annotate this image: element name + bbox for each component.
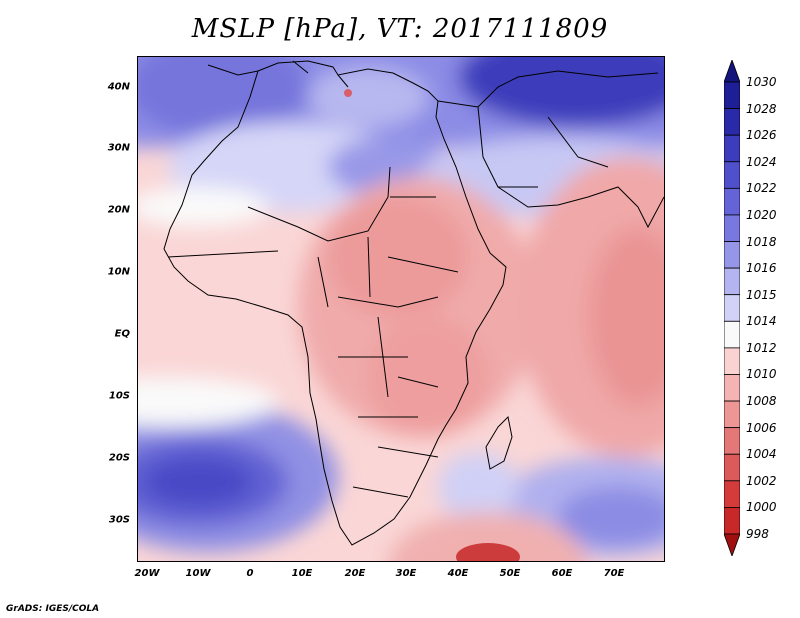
- colorbar: [724, 60, 740, 556]
- colorbar-bottom-arrow: [724, 533, 740, 556]
- colorbar-level-label: 1008: [746, 394, 777, 409]
- mslp-map: [137, 56, 665, 562]
- colorbar-level-label: 1022: [746, 181, 777, 196]
- x-tick-label: 40E: [447, 568, 469, 579]
- colorbar-swatch: [724, 374, 740, 402]
- colorbar-swatch: [724, 480, 740, 508]
- x-tick-label: 50E: [499, 568, 521, 579]
- colorbar-swatch: [724, 267, 740, 296]
- colorbar-level-label: 1024: [746, 154, 777, 169]
- colorbar-level-label: 998: [746, 527, 769, 541]
- colorbar-swatch: [724, 81, 740, 109]
- y-tick-label: EQ: [114, 328, 130, 340]
- y-tick-label: 30N: [107, 142, 130, 154]
- colorbar-swatch: [724, 347, 740, 375]
- x-tick-label: 60E: [551, 568, 573, 579]
- colorbar-level-label: 1012: [746, 340, 777, 355]
- colorbar-swatch: [724, 294, 740, 322]
- colorbar-level-label: 1030: [746, 75, 777, 89]
- colorbar-level-label: 1026: [746, 128, 777, 143]
- x-tick-label: 0: [246, 568, 254, 579]
- colorbar-level-label: 1015: [746, 287, 777, 302]
- y-tick-label: 20N: [107, 204, 130, 216]
- colorbar-swatch: [724, 320, 740, 349]
- mslp-field: [138, 57, 664, 561]
- y-tick-label: 10S: [108, 390, 130, 402]
- x-tick-label: 20W: [134, 568, 160, 579]
- colorbar-swatch: [724, 453, 740, 482]
- x-tick-label: 20E: [344, 568, 366, 579]
- x-tick-label: 10W: [185, 568, 211, 579]
- colorbar-level-label: 1000: [746, 500, 777, 515]
- y-tick-label: 20S: [108, 452, 130, 464]
- x-tick-label: 10E: [291, 568, 313, 579]
- colorbar-level-label: 1018: [746, 234, 777, 249]
- colorbar-swatch: [724, 507, 740, 535]
- colorbar-level-label: 1004: [746, 447, 777, 462]
- colorbar-swatch: [724, 134, 740, 163]
- colorbar-level-label: 1028: [746, 101, 777, 116]
- colorbar-top-arrow: [724, 60, 740, 83]
- colorbar-swatch: [724, 241, 740, 269]
- x-tick-label: 70E: [603, 568, 625, 579]
- y-tick-label: 30S: [108, 514, 130, 526]
- chart-title: MSLP [hPa], VT: 2017111809: [191, 14, 609, 44]
- colorbar-level-label: 1002: [746, 473, 777, 488]
- x-tick-label: 30E: [395, 568, 417, 579]
- colorbar-level-label: 1014: [746, 314, 777, 329]
- y-tick-label: 40N: [107, 81, 130, 93]
- credit-text: GrADS: IGES/COLA: [6, 604, 100, 614]
- colorbar-level-label: 1016: [746, 261, 777, 276]
- colorbar-swatch: [724, 108, 740, 136]
- colorbar-swatch: [724, 427, 740, 455]
- y-tick-label: 10N: [107, 266, 130, 278]
- coastline: [163, 60, 664, 546]
- colorbar-swatch: [724, 214, 740, 242]
- colorbar-level-label: 1006: [746, 420, 777, 435]
- colorbar-swatch: [724, 187, 740, 216]
- colorbar-level-label: 1020: [746, 207, 777, 222]
- colorbar-swatch: [724, 400, 740, 429]
- colorbar-level-label: 1010: [746, 367, 777, 382]
- colorbar-swatch: [724, 161, 740, 189]
